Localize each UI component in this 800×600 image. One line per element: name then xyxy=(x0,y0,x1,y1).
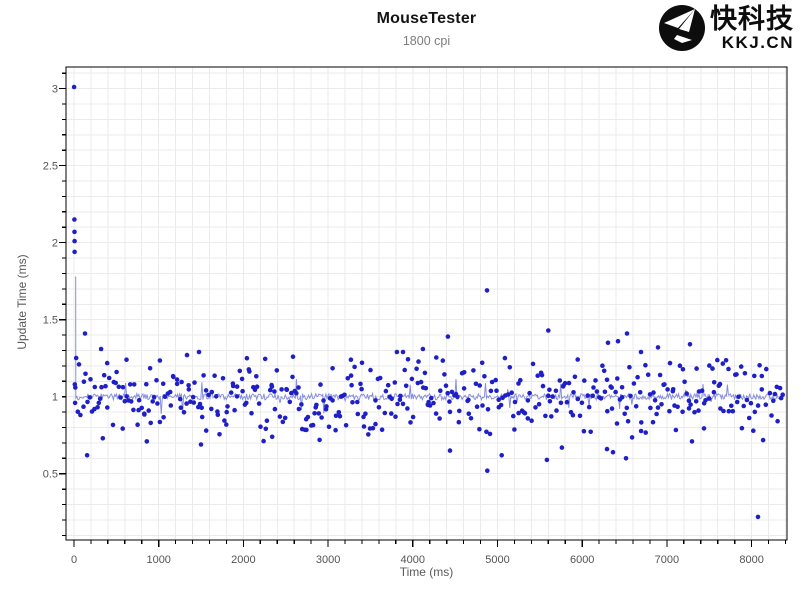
svg-text:2: 2 xyxy=(52,238,58,250)
scatter-points xyxy=(71,84,785,520)
axis-ticks xyxy=(59,72,787,547)
kkj-logo: 快科技 KKJ.CN xyxy=(658,4,794,52)
tick-labels: 0 1000 2000 3000 4000 5000 6000 7000 8000 0.5 1 1.5… xyxy=(43,84,764,566)
kkj-logo-text: 快科技 KKJ.CN xyxy=(710,3,794,52)
x-axis-label: Time (ms) xyxy=(399,565,454,579)
svg-text:1: 1 xyxy=(52,392,58,404)
svg-text:1000: 1000 xyxy=(146,554,170,566)
svg-text:2.5: 2.5 xyxy=(43,161,58,173)
svg-text:6000: 6000 xyxy=(570,554,594,566)
svg-text:3000: 3000 xyxy=(316,554,340,566)
chart-title: MouseTester xyxy=(376,10,477,27)
chart-subtitle: 1800 cpi xyxy=(402,34,451,48)
kkj-logo-domain: KKJ.CN xyxy=(721,32,794,52)
y-axis-label: Update Time (ms) xyxy=(15,254,29,350)
svg-text:3: 3 xyxy=(52,84,58,96)
svg-text:8000: 8000 xyxy=(739,554,763,566)
gridlines xyxy=(66,67,787,540)
svg-text:5000: 5000 xyxy=(485,554,509,566)
svg-text:7000: 7000 xyxy=(655,554,679,566)
svg-text:0: 0 xyxy=(71,554,77,566)
plot-border xyxy=(65,66,788,541)
svg-text:1.5: 1.5 xyxy=(43,315,58,327)
kkj-logo-brand-cn: 快科技 xyxy=(710,3,794,34)
svg-text:2000: 2000 xyxy=(231,554,255,566)
kkj-logo-arrow-icon xyxy=(659,5,705,51)
svg-text:0.5: 0.5 xyxy=(43,469,58,481)
update-time-line xyxy=(75,276,783,414)
svg-text:4000: 4000 xyxy=(401,554,425,566)
